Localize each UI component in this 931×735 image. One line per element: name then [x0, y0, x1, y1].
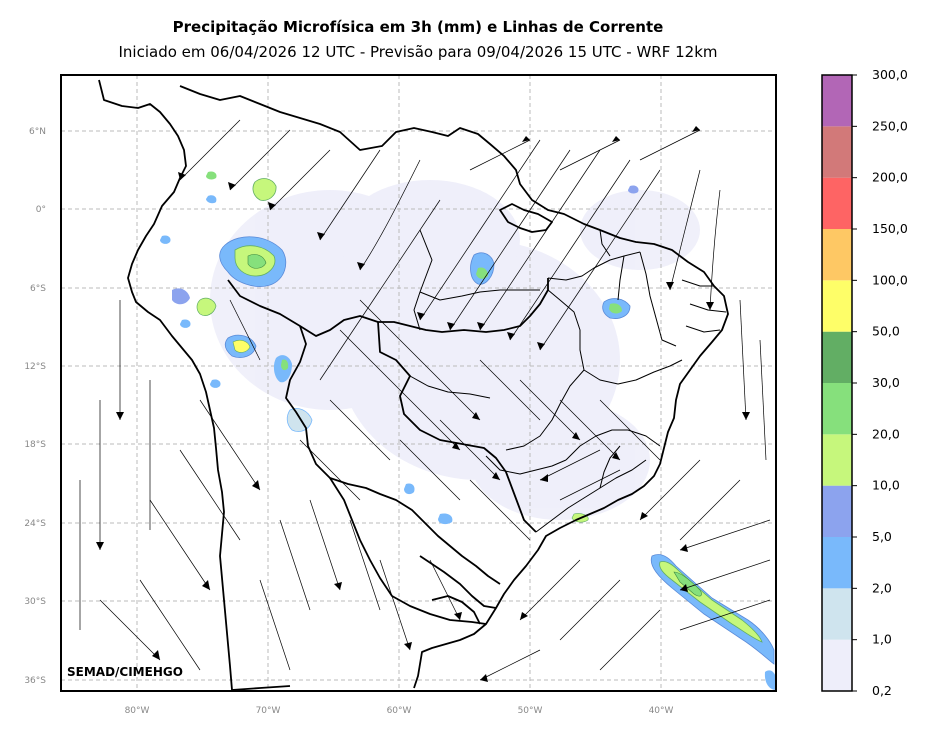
lat-label: 36°S — [24, 676, 46, 686]
colorbar-swatch — [822, 434, 852, 486]
colorbar-swatch — [822, 537, 852, 589]
colorbar-label: 20,0 — [872, 426, 900, 441]
colorbar-swatch — [822, 588, 852, 640]
colorbar-swatch — [822, 229, 852, 281]
colorbar-swatch — [822, 485, 852, 537]
colorbar-label: 10,0 — [872, 478, 900, 493]
lon-label: 70°W — [256, 706, 281, 716]
gridlines — [61, 75, 776, 691]
latitude-labels: 6°N 0° 6°S 12°S 18°S 24°S 30°S 36°S — [24, 127, 46, 686]
map-panel: SEMAD/CIMEHGO — [60, 74, 777, 692]
colorbar-label: 2,0 — [872, 580, 892, 595]
lat-label: 30°S — [24, 597, 46, 607]
colorbar-label: 30,0 — [872, 375, 900, 390]
colorbar-swatch — [822, 639, 852, 691]
map-title: Precipitação Microfísica em 3h (mm) e Li… — [172, 18, 664, 36]
colorbar-swatch — [822, 177, 852, 229]
lon-label: 80°W — [125, 706, 150, 716]
colorbar-label: 200,0 — [872, 170, 908, 185]
lat-label: 24°S — [24, 519, 46, 529]
colorbar-swatch — [822, 280, 852, 332]
lon-label: 40°W — [649, 706, 674, 716]
colorbar-label: 5,0 — [872, 529, 892, 544]
colorbar: 0,2 1,0 2,0 5,0 10,0 20,0 30,0 50,0 100,0 150,0 20… — [821, 67, 908, 698]
watermark: SEMAD/CIMEHGO — [67, 665, 183, 679]
lat-label: 18°S — [24, 440, 46, 450]
colorbar-swatch — [822, 126, 852, 178]
colorbar-label: 150,0 — [872, 221, 908, 236]
colorbar-label: 300,0 — [872, 67, 908, 82]
colorbar-swatch — [822, 331, 852, 383]
colorbar-label: 250,0 — [872, 118, 908, 133]
country-borders — [98, 79, 729, 691]
state-borders — [409, 229, 727, 533]
colorbar-swatch — [822, 383, 852, 435]
lat-label: 12°S — [24, 362, 46, 372]
lat-label: 6°S — [30, 284, 46, 294]
colorbar-label: 0,2 — [872, 683, 892, 698]
map-subtitle: Iniciado em 06/04/2026 12 UTC - Previsão… — [118, 43, 718, 61]
colorbar-swatch — [822, 75, 852, 127]
precipitation-cells — [160, 171, 776, 690]
colorbar-label: 1,0 — [872, 632, 892, 647]
colorbar-label: 50,0 — [872, 324, 900, 339]
streamline-arrows — [96, 126, 750, 682]
lon-label: 50°W — [518, 706, 543, 716]
colorbar-label: 100,0 — [872, 272, 908, 287]
longitude-labels: 80°W 70°W 60°W 50°W 40°W — [125, 706, 674, 716]
lat-label: 6°N — [29, 127, 46, 137]
lon-label: 60°W — [387, 706, 412, 716]
lat-label: 0° — [36, 205, 46, 215]
